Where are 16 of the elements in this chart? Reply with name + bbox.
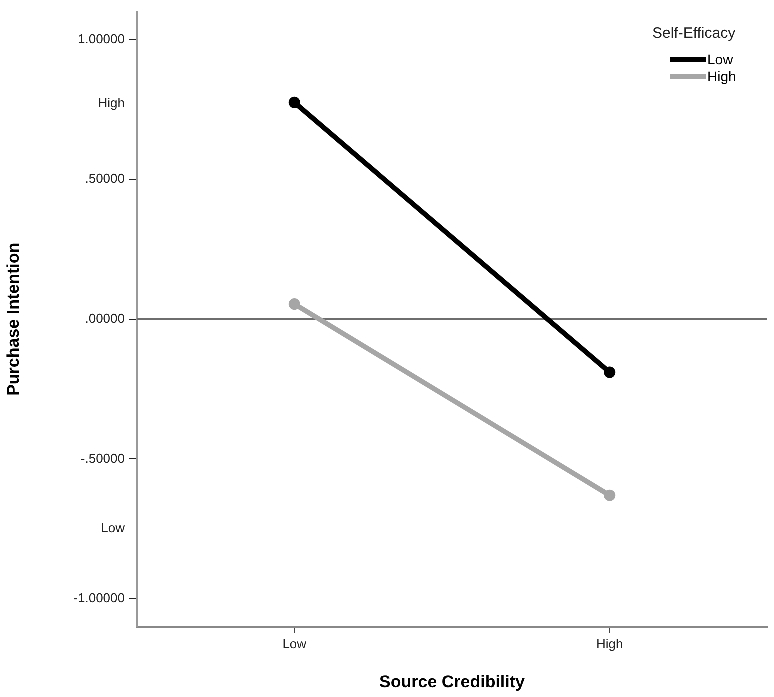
legend-label: Low — [708, 52, 734, 68]
y-tick-label: 1.00000 — [78, 31, 125, 46]
y-tick-label: -.50000 — [80, 450, 125, 466]
y-axis-title: Purchase Intention — [4, 242, 23, 396]
legend-label: High — [708, 68, 736, 85]
y-tick-label: -1.00000 — [74, 590, 125, 606]
x-axis-title: Source Credibility — [380, 672, 526, 692]
point — [604, 490, 616, 502]
legend-title: Self-Efficacy — [652, 24, 736, 42]
y-tick-label: Low — [101, 520, 126, 536]
y-tick-label: .00000 — [85, 310, 125, 326]
point — [288, 298, 300, 310]
point — [604, 366, 616, 378]
y-tick-label: High — [98, 96, 125, 111]
point — [288, 96, 300, 108]
y-tick-label: .50000 — [85, 171, 125, 186]
